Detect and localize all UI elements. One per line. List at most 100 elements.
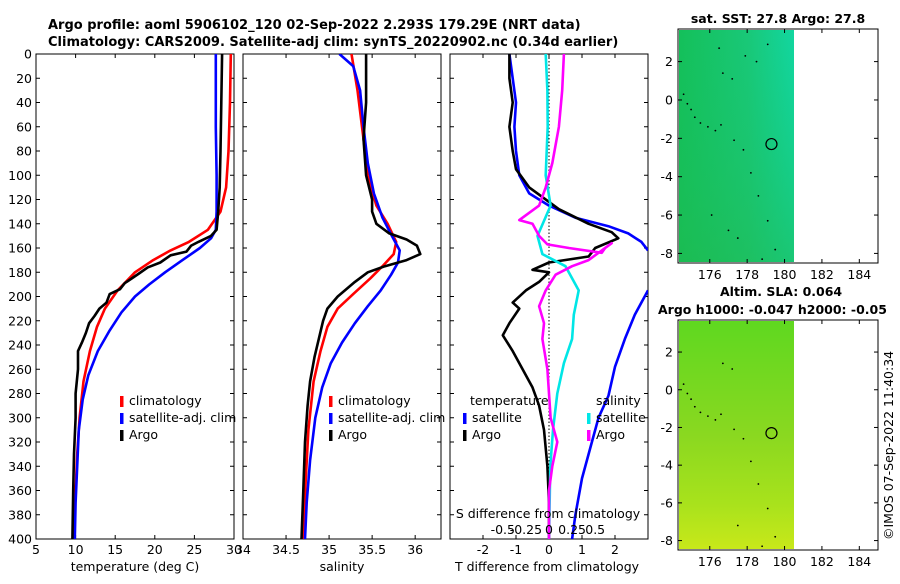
sla_map-lon-label: 180 [773,554,797,569]
island-dot [749,171,752,174]
temperature-xtick-label: 30 [226,542,242,557]
island-dot [755,60,758,63]
island-dot [761,545,764,548]
depth-tick-label: 180 [8,265,32,280]
island-dot [707,125,709,128]
sla-map: 176 178 180 182 184 2 0 -2 -4 -6 -8 [661,319,879,569]
island-dot [742,437,745,440]
legend-salinity-title: salinity [596,393,641,408]
series-satellite-adj-clim [73,54,218,539]
difference-xlabel: T difference from climatology [454,559,640,574]
island-dot [710,214,713,216]
island-dot [720,124,722,126]
legend-temp-satellite-swatch [463,413,467,424]
island-dot [718,47,721,50]
temperature-xtick-label: 25 [186,542,202,557]
s-difference-tick-label: 0.5 [585,522,605,537]
sla_map-lat-label: -6 [661,495,674,510]
depth-tick-label: 60 [16,119,32,134]
legend-sal-argo-swatch [587,430,591,441]
sla_map-lon-label: 176 [698,554,722,569]
salinity-xtick-label: 34.5 [272,542,300,557]
s-difference-tick-label: -0.25 [510,522,542,537]
s-difference-tick-label: 0.25 [558,522,586,537]
s-difference-tick-label: 0 [545,522,553,537]
sla_map-lat-label: -8 [661,533,674,548]
sla-map-title: Altim. SLA: 0.064 [720,284,842,299]
legend-climatology-swatch [120,396,124,407]
legend-argo-label: Argo [338,427,367,442]
temperature-xtick-label: 20 [147,542,163,557]
sla_map-lat-label: 2 [665,345,673,360]
island-dot [699,411,702,414]
depth-tick-label: 40 [16,95,32,110]
s-difference-tick-label: -0.5 [491,522,515,537]
legend-climatology-label: climatology [129,393,202,408]
island-dot [686,392,689,395]
sla_map-lon-label: 184 [847,554,871,569]
sst_map-lat-label: 0 [665,92,673,107]
sst-field-shade [679,30,794,262]
legend-temp-argo-swatch [463,430,467,441]
island-dot [761,258,764,261]
legend-argo-swatch [329,430,333,441]
depth-tick-label: 340 [8,459,32,474]
island-dot [774,535,777,538]
legend-temp-satellite-label: satellite [472,410,522,425]
island-dot [682,93,685,96]
island-dot [749,460,752,463]
island-dot [742,148,745,151]
difference-xtick-label: 0 [545,542,553,557]
island-dot [721,362,724,365]
sst_map-lat-label: -6 [661,208,674,223]
sla_map-lat-label: -2 [661,420,673,435]
sla-field [679,321,794,549]
sst_map-lat-label: -4 [661,169,674,184]
temperature-xtick-label: 10 [68,542,84,557]
series-argo [71,54,224,539]
sst_map-lon-label: 184 [847,267,871,282]
island-dot [736,237,739,239]
island-dot [714,419,717,421]
temperature-panel: 0 20 40 60 80 100 120 140 160 180 200 220 240 260 280 3… [8,47,242,575]
legend-sal-satellite-swatch [587,413,591,424]
salinity-xtick-label: 35 [321,542,337,557]
depth-tick-label: 380 [8,507,32,522]
series-argo [300,54,422,539]
legend-climatology-label: climatology [338,393,411,408]
difference-panel: -2 -1 0 1 2 T difference from climatology temp… [449,53,649,574]
difference-xtick-label: 1 [578,542,586,557]
island-dot [766,219,769,222]
sla_map-lon-label: 182 [810,554,834,569]
header-line-1: Argo profile: aoml 5906102_120 02-Sep-20… [48,18,581,33]
sst_map-lat-label: 2 [665,54,673,69]
sla_map-lon-label: 178 [735,554,759,569]
sst_map-lat-label: -8 [661,246,674,261]
depth-tick-label: 260 [8,362,32,377]
sst_map-lon-label: 176 [698,267,722,282]
sst_map-lat-label: -2 [661,131,673,146]
series-temperature-satellite-deep [570,289,648,539]
island-dot [733,428,735,431]
island-dot [727,229,730,232]
depth-tick-label: 20 [16,71,32,86]
depth-tick-label: 80 [16,144,32,159]
salinity-series-group [300,54,422,539]
temperature-xtick-label: 5 [32,542,40,557]
island-dot [721,72,724,75]
sst-map-title: sat. SST: 27.8 Argo: 27.8 [691,11,865,26]
sst_map-lon-label: 180 [773,267,797,282]
float-location-marker [765,427,778,440]
depth-tick-label: 400 [8,532,32,547]
depth-tick-label: 140 [8,216,32,231]
legend-satellite-swatch [329,413,333,424]
depth-tick-label: 280 [8,386,32,401]
depth-tick-label: 220 [8,313,32,328]
island-dot [682,383,685,385]
island-dot [690,108,692,111]
island-dot [690,398,692,401]
legend-argo-swatch [120,430,124,441]
salinity-xtick-label: 34 [235,542,251,557]
sst-map: 176 178 180 182 184 2 0 -2 -4 -6 -8 [661,28,879,282]
